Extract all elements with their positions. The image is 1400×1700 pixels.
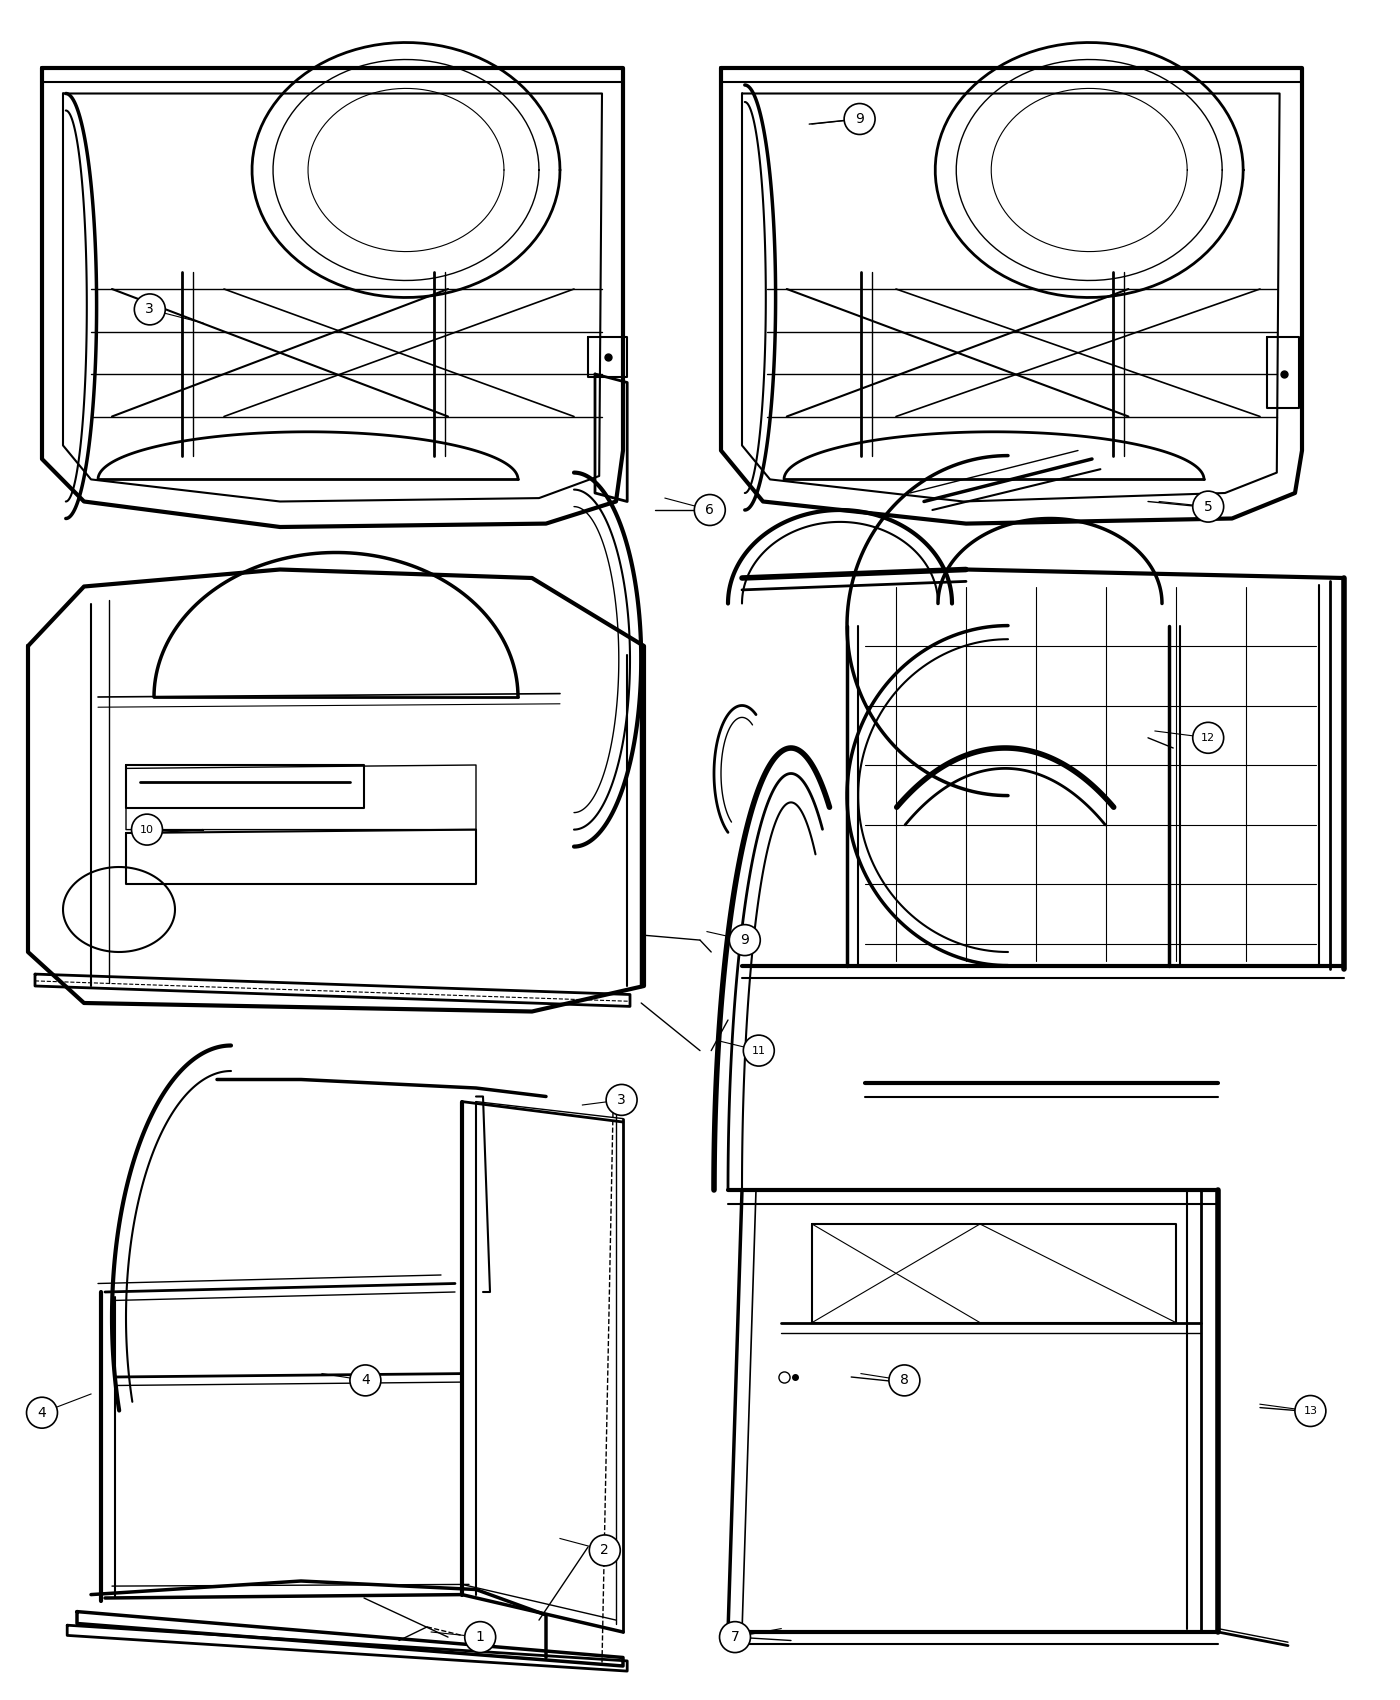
Circle shape (743, 1035, 774, 1066)
Circle shape (589, 1535, 620, 1566)
Text: 3: 3 (146, 303, 154, 316)
Circle shape (134, 294, 165, 325)
Text: 1: 1 (476, 1630, 484, 1644)
Circle shape (729, 925, 760, 955)
Circle shape (132, 814, 162, 845)
Text: 3: 3 (617, 1093, 626, 1107)
Circle shape (694, 495, 725, 525)
Circle shape (1193, 491, 1224, 522)
Circle shape (844, 104, 875, 134)
Text: 4: 4 (361, 1374, 370, 1387)
Circle shape (465, 1622, 496, 1652)
Text: 7: 7 (731, 1630, 739, 1644)
Circle shape (720, 1622, 750, 1652)
Circle shape (889, 1365, 920, 1396)
Circle shape (606, 1085, 637, 1115)
Circle shape (350, 1365, 381, 1396)
Text: 8: 8 (900, 1374, 909, 1387)
Text: 4: 4 (38, 1406, 46, 1419)
Circle shape (27, 1397, 57, 1428)
Text: 6: 6 (706, 503, 714, 517)
Text: 12: 12 (1201, 733, 1215, 743)
Circle shape (1295, 1396, 1326, 1426)
Circle shape (1193, 722, 1224, 753)
Text: 13: 13 (1303, 1406, 1317, 1416)
Text: 9: 9 (855, 112, 864, 126)
Text: 5: 5 (1204, 500, 1212, 513)
Text: 11: 11 (752, 1046, 766, 1056)
Text: 2: 2 (601, 1544, 609, 1557)
Text: 9: 9 (741, 933, 749, 947)
Text: 10: 10 (140, 824, 154, 835)
